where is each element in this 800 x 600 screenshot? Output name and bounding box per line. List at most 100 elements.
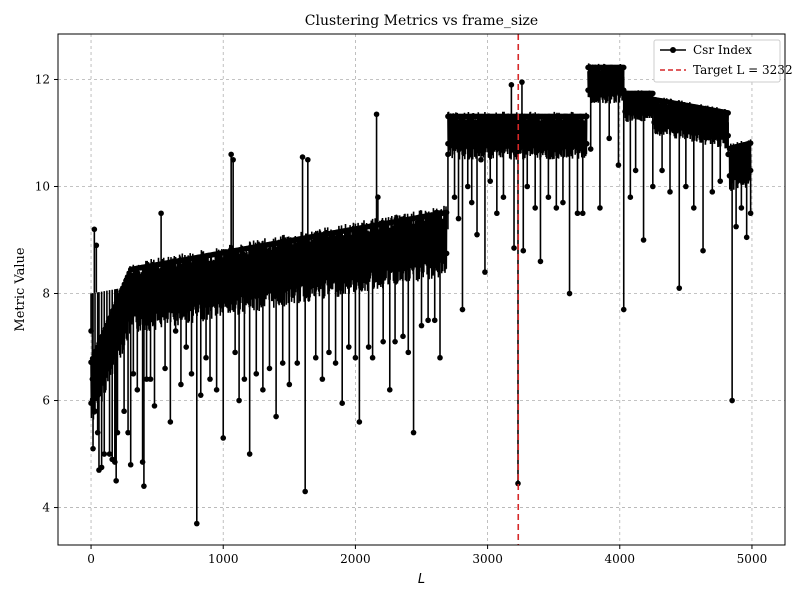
data-point-csr-index (188, 370, 195, 377)
data-point-csr-index (386, 387, 393, 393)
data-point-csr-index (178, 381, 184, 388)
series-layer (88, 63, 754, 527)
data-point-csr-index (524, 183, 531, 190)
data-point-csr-index (459, 306, 466, 313)
x-tick-label: 1000 (208, 552, 239, 566)
data-point-csr-index (114, 429, 121, 436)
data-point-csr-index (213, 387, 220, 393)
data-point-csr-index (375, 194, 381, 200)
data-point-csr-index (172, 328, 179, 334)
data-point-csr-index (667, 189, 673, 195)
data-point-csr-index (508, 82, 515, 88)
data-point-csr-index (733, 223, 739, 230)
plot-frame (57, 33, 786, 546)
data-point-csr-index (143, 376, 150, 382)
data-point-csr-index (487, 178, 494, 184)
data-point-csr-index (302, 488, 308, 495)
data-point-csr-index (400, 333, 406, 340)
y-tick-label: 6 (42, 394, 50, 408)
data-point-csr-index (659, 167, 665, 174)
data-point-csr-index (519, 79, 525, 85)
data-point-csr-index (346, 344, 352, 350)
y-axis-label: Metric Value (13, 247, 28, 331)
data-point-csr-index (260, 387, 266, 393)
data-point-csr-index (515, 480, 521, 487)
data-point-csr-index (516, 146, 523, 152)
data-point-csr-index (690, 205, 697, 211)
data-point-csr-index (437, 354, 443, 361)
data-point-csr-index (380, 338, 386, 345)
data-point-csr-index (356, 419, 363, 425)
data-point-csr-index (494, 210, 500, 217)
data-point-csr-index (93, 242, 100, 249)
data-point-csr-index (332, 360, 339, 366)
data-point-csr-index (725, 151, 731, 158)
data-point-csr-index (319, 376, 326, 382)
data-point-csr-index (553, 205, 560, 211)
data-point-csr-index (130, 370, 137, 377)
data-point-csr-index (620, 64, 627, 71)
data-point-csr-index (134, 387, 141, 393)
data-point-csr-index (632, 167, 639, 174)
data-point-csr-index (125, 429, 131, 436)
data-point-csr-index (700, 247, 706, 254)
data-point-csr-index (91, 226, 98, 233)
data-point-csr-index (273, 413, 279, 420)
data-point-csr-index (418, 322, 425, 329)
data-point-csr-index (410, 429, 417, 436)
data-point-csr-index (203, 354, 209, 361)
data-point-csr-index (537, 258, 544, 265)
data-point-csr-index (725, 110, 731, 116)
data-point-csr-index (312, 354, 319, 361)
data-point-csr-index (431, 317, 438, 324)
data-point-csr-index (352, 354, 359, 361)
data-point-csr-index (279, 360, 286, 366)
data-point-csr-index (597, 205, 603, 211)
data-point-csr-index (560, 199, 566, 206)
data-point-csr-index (141, 483, 147, 489)
data-point-csr-index (369, 354, 376, 361)
data-point-csr-index (90, 445, 96, 452)
data-point-csr-index (445, 151, 451, 158)
data-point-csr-index (468, 199, 475, 206)
data-point-csr-index (583, 113, 590, 120)
data-point-csr-index (183, 344, 190, 350)
data-point-csr-index (392, 338, 398, 345)
data-point-csr-index (474, 231, 480, 238)
data-point-csr-index (587, 146, 594, 152)
data-point-csr-index (339, 400, 345, 407)
data-point-csr-index (532, 205, 538, 211)
x-tick-label: 2000 (340, 552, 371, 566)
data-point-csr-index (121, 408, 127, 415)
data-point-csr-index (747, 210, 754, 217)
data-point-csr-index (220, 435, 227, 441)
data-point-csr-index (228, 151, 234, 158)
data-point-csr-index (650, 108, 656, 115)
data-point-csr-index (747, 167, 754, 174)
data-point-csr-index (246, 451, 253, 457)
data-point-csr-index (650, 183, 656, 190)
legend-label-csr-index: Csr Index (693, 43, 752, 57)
legend-label-target: Target L = 3232 (693, 63, 793, 77)
data-point-csr-index (106, 451, 113, 457)
data-point-csr-index (207, 376, 213, 382)
x-tick-label: 5000 (737, 552, 768, 566)
data-point-csr-index (520, 247, 527, 254)
data-point-csr-index (365, 344, 372, 350)
data-point-csr-index (464, 183, 471, 190)
data-point-csr-index (579, 210, 586, 217)
y-tick-label: 8 (42, 287, 50, 301)
data-point-csr-index (127, 461, 134, 468)
data-point-csr-index (574, 210, 581, 217)
data-point-csr-index (640, 237, 647, 243)
data-point-csr-index (151, 403, 158, 409)
x-axis-label: L (418, 572, 425, 587)
data-point-csr-index (545, 194, 552, 200)
x-tick-label: 0 (87, 552, 95, 566)
data-point-csr-index (615, 162, 622, 168)
data-point-csr-index (197, 392, 204, 398)
data-point-csr-index (147, 376, 154, 382)
data-point-csr-index (113, 477, 119, 484)
data-point-csr-index (443, 250, 450, 257)
